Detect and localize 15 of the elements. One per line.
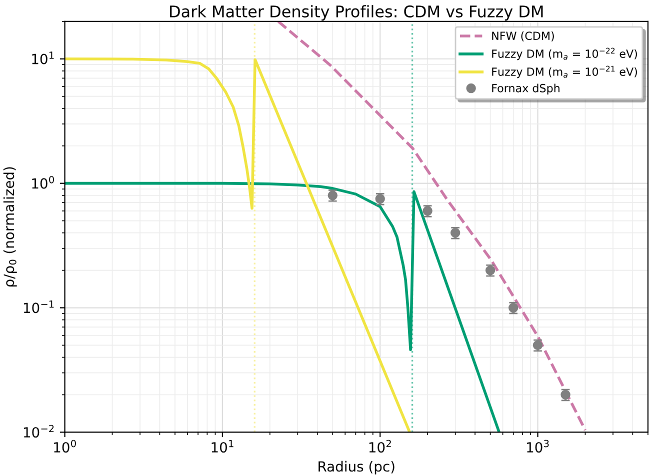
y-tick-label: 10$^{0}$ [32,176,54,189]
chart-title: Dark Matter Density Profiles: CDM vs Fuzzy DM [170,5,543,21]
y-tick-label: 10$^{−1}$ [24,300,54,314]
x-tick-label: 10$^{1}$ [212,440,234,453]
y-tick-label: 10$^{1}$ [32,52,54,64]
y-axis-title: ρ/ρ$_{0}$ (normalized) [3,167,17,286]
x-axis-title: Radius (pc) [318,460,394,474]
x-tick-label: 10$^{3}$ [527,440,549,453]
x-tick-label: 10$^{0}$ [54,440,76,453]
legend-label: Fuzzy DM (m$_{a}$ = 10$^{−22}$ eV) [492,48,637,60]
y-tick-label: 10$^{−2}$ [24,424,54,438]
x-tick-label: 10$^{2}$ [369,440,391,453]
legend-label: NFW (CDM) [492,31,554,42]
legend-label: Fuzzy DM (m$_{a}$ = 10$^{−21}$ eV) [492,66,637,78]
legend-label: Fornax dSph [492,84,560,94]
